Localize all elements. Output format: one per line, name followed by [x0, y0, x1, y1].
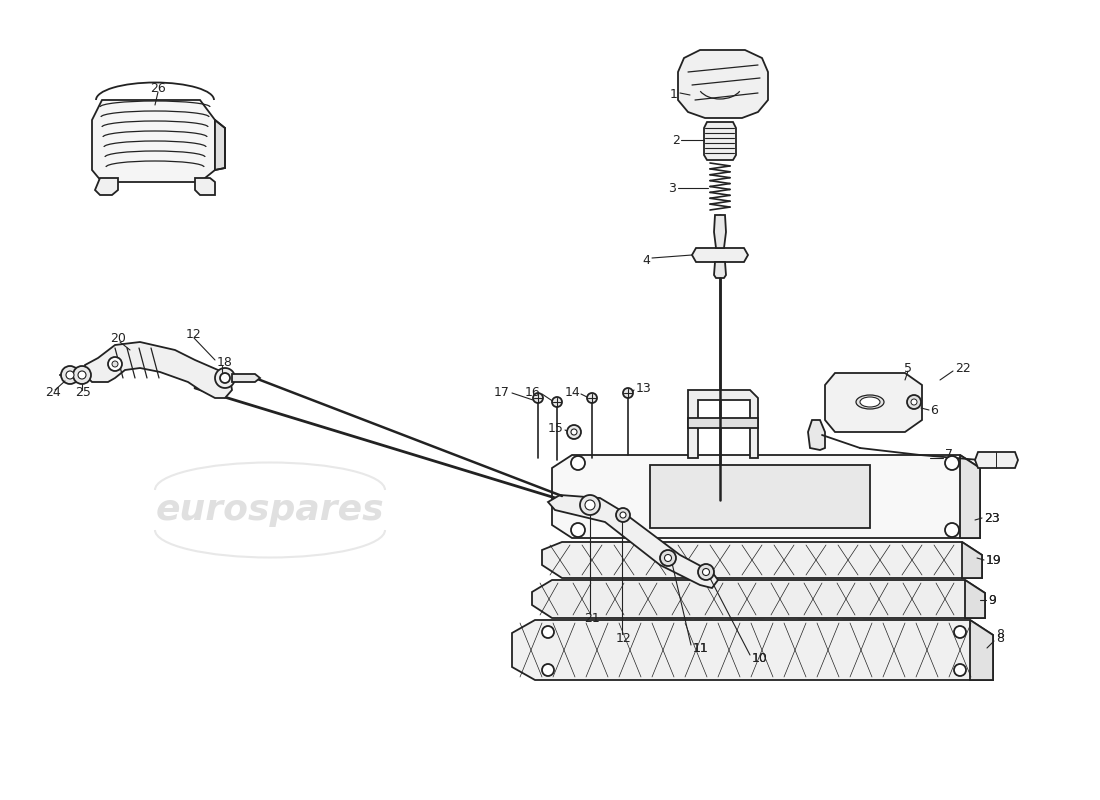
Text: 4: 4	[642, 254, 650, 266]
Circle shape	[623, 388, 632, 398]
Text: 20: 20	[110, 331, 125, 345]
Circle shape	[703, 569, 710, 575]
Circle shape	[566, 425, 581, 439]
Polygon shape	[714, 262, 726, 278]
Text: 5: 5	[904, 362, 912, 374]
Circle shape	[571, 523, 585, 537]
Text: 2: 2	[672, 134, 680, 146]
Text: 23: 23	[984, 511, 1000, 525]
Circle shape	[112, 361, 118, 367]
Circle shape	[214, 368, 235, 388]
Text: 6: 6	[930, 403, 938, 417]
Text: 17: 17	[494, 386, 510, 399]
Text: 14: 14	[564, 386, 580, 399]
Circle shape	[664, 554, 671, 562]
Text: 9: 9	[988, 594, 996, 606]
Polygon shape	[542, 542, 982, 578]
Circle shape	[954, 626, 966, 638]
Circle shape	[580, 495, 600, 515]
Circle shape	[73, 366, 91, 384]
Ellipse shape	[860, 397, 880, 407]
Text: 7: 7	[945, 449, 953, 462]
Text: 9: 9	[988, 594, 996, 606]
Circle shape	[620, 512, 626, 518]
Polygon shape	[704, 122, 736, 160]
Text: 10: 10	[752, 651, 768, 665]
Text: 10: 10	[752, 651, 768, 665]
Polygon shape	[92, 100, 214, 182]
Polygon shape	[552, 455, 980, 538]
Text: 22: 22	[955, 362, 970, 374]
Circle shape	[66, 371, 74, 379]
Polygon shape	[650, 465, 870, 528]
Polygon shape	[532, 580, 984, 618]
Text: 1: 1	[670, 89, 678, 102]
Circle shape	[108, 357, 122, 371]
Circle shape	[552, 397, 562, 407]
Text: 25: 25	[75, 386, 91, 399]
Text: 16: 16	[525, 386, 540, 399]
Circle shape	[534, 393, 543, 403]
Text: 3: 3	[668, 182, 676, 194]
Circle shape	[585, 500, 595, 510]
Polygon shape	[85, 342, 232, 398]
Text: 11: 11	[693, 642, 708, 654]
Circle shape	[908, 395, 921, 409]
Circle shape	[945, 456, 959, 470]
Text: 8: 8	[996, 629, 1004, 642]
Polygon shape	[548, 495, 718, 588]
Text: 19: 19	[986, 554, 1002, 566]
Circle shape	[698, 564, 714, 580]
Polygon shape	[825, 373, 922, 432]
Text: 8: 8	[996, 631, 1004, 645]
Polygon shape	[962, 542, 982, 578]
Circle shape	[571, 429, 578, 435]
Text: 15: 15	[548, 422, 564, 434]
Text: 12: 12	[616, 631, 631, 645]
Circle shape	[542, 626, 554, 638]
Text: 21: 21	[584, 611, 600, 625]
Polygon shape	[688, 418, 758, 428]
Text: 18: 18	[217, 355, 233, 369]
Polygon shape	[512, 620, 993, 680]
Text: eurospares: eurospares	[156, 493, 384, 527]
Circle shape	[660, 550, 676, 566]
Polygon shape	[232, 374, 260, 382]
Circle shape	[542, 664, 554, 676]
Polygon shape	[970, 620, 993, 680]
Text: 23: 23	[984, 511, 1000, 525]
Text: 26: 26	[150, 82, 166, 94]
Polygon shape	[965, 580, 985, 618]
Ellipse shape	[856, 395, 884, 409]
Text: 12: 12	[186, 329, 202, 342]
Polygon shape	[692, 248, 748, 262]
Circle shape	[60, 366, 79, 384]
Text: 11: 11	[693, 642, 708, 654]
Polygon shape	[960, 455, 980, 538]
Circle shape	[954, 664, 966, 676]
Text: 19: 19	[986, 554, 1002, 566]
Polygon shape	[195, 178, 214, 195]
Polygon shape	[808, 420, 825, 450]
Polygon shape	[975, 452, 1018, 468]
Circle shape	[571, 456, 585, 470]
Text: eurospares: eurospares	[656, 593, 884, 627]
Circle shape	[911, 399, 917, 405]
Circle shape	[587, 393, 597, 403]
Circle shape	[616, 508, 630, 522]
Polygon shape	[688, 390, 758, 458]
Text: 13: 13	[636, 382, 651, 394]
Text: 24: 24	[45, 386, 60, 399]
Polygon shape	[214, 120, 225, 170]
Circle shape	[220, 373, 230, 383]
Circle shape	[945, 523, 959, 537]
Polygon shape	[714, 215, 726, 248]
Polygon shape	[678, 50, 768, 118]
Polygon shape	[95, 178, 118, 195]
Circle shape	[78, 371, 86, 379]
